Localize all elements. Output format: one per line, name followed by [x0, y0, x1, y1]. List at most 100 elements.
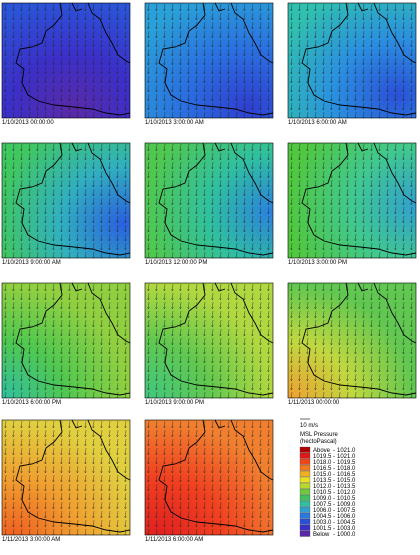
legend-swatch	[299, 470, 311, 477]
map-panel	[287, 142, 417, 259]
legend-to: 1021.0	[337, 448, 356, 454]
panel-label: 1/10/2013 3:00:00 PM	[288, 260, 347, 266]
panel-label: 1/10/2013 12:00:00 PM	[145, 260, 207, 266]
legend-dash: -	[333, 460, 335, 466]
legend-from: 1015.0	[313, 472, 332, 478]
panel-border	[287, 2, 417, 119]
map-panel	[287, 282, 417, 399]
scale-label: 10 m/s	[300, 423, 318, 429]
panel-border	[1, 142, 131, 259]
legend-from: 1018.0	[313, 460, 332, 466]
panel-border	[144, 419, 274, 536]
wind-arrows	[145, 283, 273, 398]
legend-from: 1016.5	[313, 466, 332, 472]
legend-to: 1007.5	[337, 508, 356, 514]
legend-subtitle: (hectoPascal)	[300, 439, 337, 445]
legend-swatch	[299, 476, 311, 483]
legend-to: 1004.5	[337, 520, 356, 526]
legend-dash: -	[333, 508, 335, 514]
legend-swatch	[299, 446, 311, 453]
legend-dash: -	[333, 448, 335, 454]
legend-from: 1010.5	[313, 490, 332, 496]
map-panel	[1, 142, 131, 259]
coastline	[15, 142, 131, 256]
map-panel	[144, 419, 274, 536]
panel-label: 1/10/2013 9:00:00 AM	[2, 260, 61, 266]
legend-from: Above	[313, 448, 331, 454]
legend-from: 1003.0	[313, 520, 332, 526]
panel-border	[144, 142, 274, 259]
map-panel	[144, 142, 274, 259]
legend-from: 1007.5	[313, 502, 332, 508]
panel-label: 1/10/2013 3:00:00 AM	[145, 120, 204, 126]
legend-from: 1006.0	[313, 508, 332, 514]
legend-to: 1012.0	[337, 490, 356, 496]
panel-border	[287, 282, 417, 399]
coastline	[158, 2, 274, 116]
panel-border	[144, 282, 274, 399]
wind-arrows	[288, 283, 416, 398]
legend-to: 1018.0	[337, 466, 356, 472]
map-panel	[1, 282, 131, 399]
legend-from: 1019.5	[313, 454, 332, 460]
wind-arrows	[145, 3, 273, 118]
legend-dash: -	[333, 490, 335, 496]
coastline	[158, 282, 274, 396]
legend-dash: -	[333, 454, 335, 460]
wind-arrows	[288, 143, 416, 258]
legend-swatch	[299, 458, 311, 465]
wind-arrows	[2, 3, 130, 118]
panel-label: 1/10/2013 00:00:00	[2, 120, 54, 126]
map-panel	[144, 2, 274, 119]
legend-from: Below	[313, 532, 330, 538]
legend-dash: -	[333, 502, 335, 508]
legend-from: 1013.5	[313, 478, 332, 484]
legend-to: 1013.5	[337, 484, 356, 490]
legend-swatch	[299, 494, 311, 501]
wind-arrows	[145, 420, 273, 535]
legend-dash: -	[333, 532, 335, 538]
panel-border	[144, 2, 274, 119]
legend-swatch	[299, 452, 311, 459]
map-panel	[144, 282, 274, 399]
wind-arrows	[2, 143, 130, 258]
coastline	[301, 142, 417, 256]
legend-dash: -	[333, 496, 335, 502]
wind-arrows	[145, 143, 273, 258]
map-panel	[287, 2, 417, 119]
coastline	[158, 142, 274, 256]
legend-to: 1003.0	[337, 526, 356, 532]
map-panel	[1, 419, 131, 536]
legend-swatch	[299, 482, 311, 489]
wind-arrows	[2, 420, 130, 535]
legend-dash: -	[333, 520, 335, 526]
legend-to: 1016.5	[337, 472, 356, 478]
legend-swatch	[299, 488, 311, 495]
panel-label: 1/11/2013 3:00:00 AM	[2, 537, 60, 543]
legend-swatch	[299, 500, 311, 507]
legend-from: 1009.0	[313, 496, 332, 502]
legend-to: 1000.0	[337, 532, 356, 538]
legend-to: 1019.5	[337, 460, 356, 466]
legend-swatch	[299, 464, 311, 471]
legend-to: 1021.0	[337, 454, 356, 460]
map-panel	[1, 2, 131, 119]
panel-border	[1, 419, 131, 536]
panel-border	[1, 2, 131, 119]
legend-swatch	[299, 518, 311, 525]
coastline	[15, 419, 131, 533]
coastline	[158, 419, 274, 533]
legend-title: MSL Pressure	[300, 432, 338, 438]
legend-dash: -	[333, 526, 335, 532]
panel-label: 1/10/2013 9:00:00 PM	[145, 400, 204, 406]
coastline	[301, 282, 417, 396]
legend-swatch	[299, 530, 311, 537]
panel-border	[287, 142, 417, 259]
legend-swatch	[299, 512, 311, 519]
legend-to: 1010.5	[337, 496, 356, 502]
legend-to: 1015.0	[337, 478, 356, 484]
legend-dash: -	[333, 466, 335, 472]
legend-swatch	[299, 506, 311, 513]
panel-label: 1/10/2013 6:00:00 PM	[2, 400, 61, 406]
